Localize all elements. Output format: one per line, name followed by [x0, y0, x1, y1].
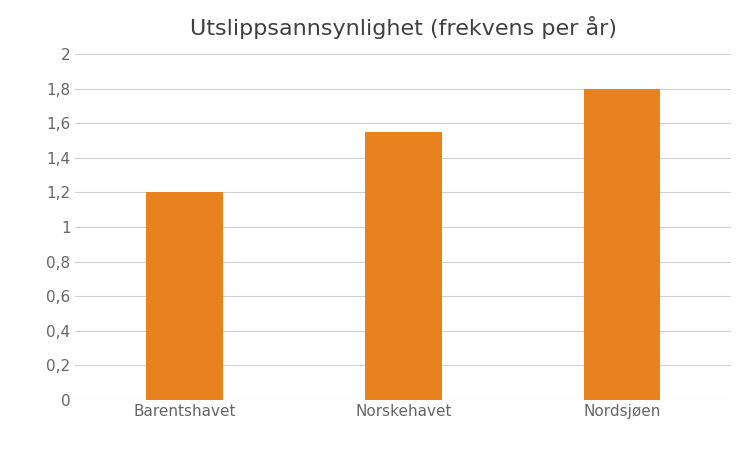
Title: Utslippsannsynlighet (frekvens per år): Utslippsannsynlighet (frekvens per år): [190, 16, 617, 39]
Bar: [146, 192, 223, 400]
Bar: [584, 89, 661, 400]
Bar: [365, 132, 442, 400]
